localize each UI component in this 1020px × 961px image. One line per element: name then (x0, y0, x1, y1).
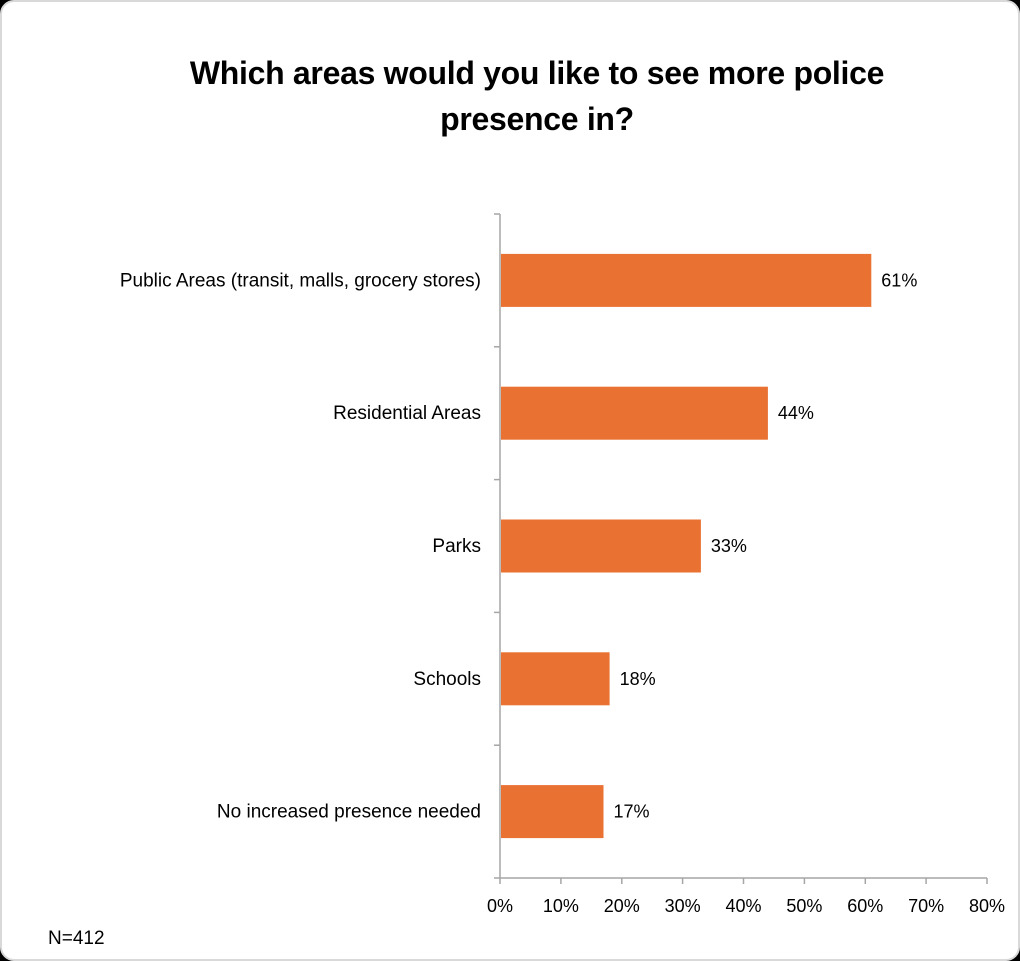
x-tick-label-20: 20% (604, 896, 640, 916)
bar-1 (501, 253, 872, 307)
bar-5 (501, 785, 604, 839)
value-label-3: 33% (711, 536, 747, 556)
x-tick-label-70: 70% (908, 896, 944, 916)
x-tick-label-80: 80% (969, 896, 1005, 916)
value-label-1: 61% (881, 270, 917, 290)
x-tick-label-50: 50% (786, 896, 822, 916)
x-tick-label-60: 60% (847, 896, 883, 916)
chart-title: Which areas would you like to see more p… (189, 55, 885, 137)
value-label-5: 17% (614, 802, 650, 822)
axes-layer (494, 213, 988, 884)
value-label-4: 18% (620, 669, 656, 689)
x-tick-label-0: 0% (487, 896, 513, 916)
category-label-4: Schools (413, 669, 481, 690)
bar-3 (501, 519, 701, 573)
sample-size-note: N=412 (48, 928, 105, 949)
labels-layer: 61% Public Areas (transit, malls, grocery… (120, 270, 1005, 916)
category-label-1: Public Areas (transit, malls, grocery st… (120, 270, 481, 291)
x-tick-label-30: 30% (665, 896, 701, 916)
x-tick-label-10: 10% (543, 896, 579, 916)
category-label-5: No increased presence needed (217, 802, 481, 823)
bar-4 (501, 652, 610, 706)
bars-layer (501, 253, 872, 839)
bar-2 (501, 386, 768, 440)
value-label-2: 44% (778, 403, 814, 423)
category-label-2: Residential Areas (333, 403, 481, 424)
x-tick-label-40: 40% (725, 896, 761, 916)
category-label-3: Parks (432, 536, 481, 557)
